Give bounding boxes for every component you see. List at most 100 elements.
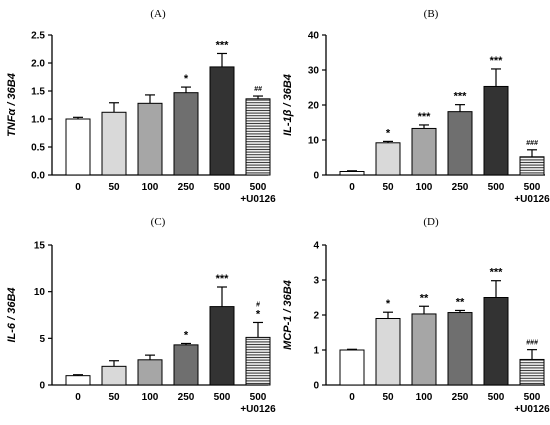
x-tick-label: 250 [178,182,195,193]
bar [483,85,509,176]
bar [65,375,91,386]
x-tick-label: 500 [250,182,267,193]
bar [137,359,163,386]
bar [339,171,365,176]
y-tick-label: 3 [313,276,319,287]
significance-label: * [184,73,189,85]
bar [173,92,199,176]
significance-label: ## [254,86,262,93]
y-axis-label: TNFα / 36B4 [6,73,18,137]
y-axis-label: IL-1β / 36B4 [282,74,294,136]
bar [447,111,473,176]
significance-label: ### [526,340,538,347]
panel-a: (A) TNFα / 36B4 0.0 0.5 1.0 1.5 2.0 2.5 0 50 100… [6,8,276,205]
y-tick-label: 10 [308,136,320,147]
bar [519,156,545,176]
x-tick-sublabel: +U0126 [514,194,550,205]
panel-b: (B) IL-1β / 36B4 0 10 20 30 40 0 * 50 *** 100 *** 2… [282,8,550,205]
x-tick-label: 500 [488,182,505,193]
x-tick-label: 50 [382,182,394,193]
bar [65,118,91,176]
bar [447,312,473,386]
y-tick-label: 2.0 [31,59,45,70]
significance-label: *** [216,273,230,285]
y-tick-label: 0 [313,381,319,392]
y-tick-label: 10 [34,287,46,298]
panel-label: (B) [424,8,439,20]
x-tick-label: 500 [214,392,231,403]
y-tick-label: 0.5 [31,143,45,154]
significance-label: * [386,298,391,310]
y-tick-label: 1.5 [31,87,45,98]
x-tick-label: 0 [349,392,355,403]
y-tick-label: 2.5 [31,31,45,42]
significance-label: ** [420,292,429,304]
significance-label: *** [490,55,504,67]
x-tick-label: 100 [142,182,159,193]
bar [173,344,199,386]
significance-label: * [256,308,261,320]
y-axis-label: MCP-1 / 36B4 [282,280,294,350]
significance-label: *** [490,267,504,279]
bar [209,66,235,176]
significance-label: ### [526,140,538,147]
bar [137,102,163,176]
x-tick-label: 500 [488,392,505,403]
significance-label: ** [456,296,465,308]
bar [375,142,401,176]
x-tick-label: 250 [452,182,469,193]
bar [245,336,271,386]
panel-d: (D) MCP-1 / 36B4 0 1 2 3 4 0 * 50 ** 100 ** 250 *** 5… [282,216,550,415]
significance-label: * [184,329,189,341]
x-tick-label: 0 [75,392,81,403]
y-axis-label: IL-6 / 36B4 [6,287,18,342]
bar [411,127,437,176]
x-tick-label: 100 [416,392,433,403]
x-tick-label: 500 [524,392,541,403]
significance-label: # [256,301,260,308]
bar [375,318,401,386]
y-tick-label: 4 [313,241,319,252]
y-tick-label: 5 [39,334,45,345]
bar [519,358,545,386]
y-tick-label: 15 [34,241,46,252]
y-tick-label: 30 [308,66,320,77]
y-tick-label: 2 [313,311,319,322]
x-tick-label: 500 [214,182,231,193]
bar [245,98,271,176]
panel-label: (C) [151,216,166,228]
bar [101,111,127,176]
y-tick-label: 0.0 [31,171,45,182]
x-tick-label: 50 [382,392,394,403]
y-tick-label: 0 [39,381,45,392]
x-tick-label: 500 [250,392,267,403]
bar [483,297,509,386]
bar [339,349,365,386]
x-tick-sublabel: +U0126 [240,404,276,415]
x-tick-label: 0 [349,182,355,193]
bar [209,306,235,386]
x-tick-sublabel: +U0126 [240,194,276,205]
significance-label: * [386,127,391,139]
y-tick-label: 20 [308,101,320,112]
significance-label: *** [216,39,230,51]
x-tick-label: 50 [108,392,120,403]
x-tick-label: 250 [178,392,195,403]
significance-label: *** [418,111,432,123]
significance-label: *** [454,91,468,103]
panel-label: (A) [150,8,166,20]
x-tick-sublabel: +U0126 [514,404,550,415]
y-tick-label: 0 [313,171,319,182]
y-tick-label: 40 [308,31,320,42]
x-tick-label: 0 [75,182,81,193]
x-tick-label: 500 [524,182,541,193]
x-tick-label: 100 [142,392,159,403]
x-tick-label: 100 [416,182,433,193]
bar [411,313,437,386]
bar [101,365,127,386]
panel-label: (D) [423,216,439,228]
x-tick-label: 50 [108,182,120,193]
x-tick-label: 250 [452,392,469,403]
